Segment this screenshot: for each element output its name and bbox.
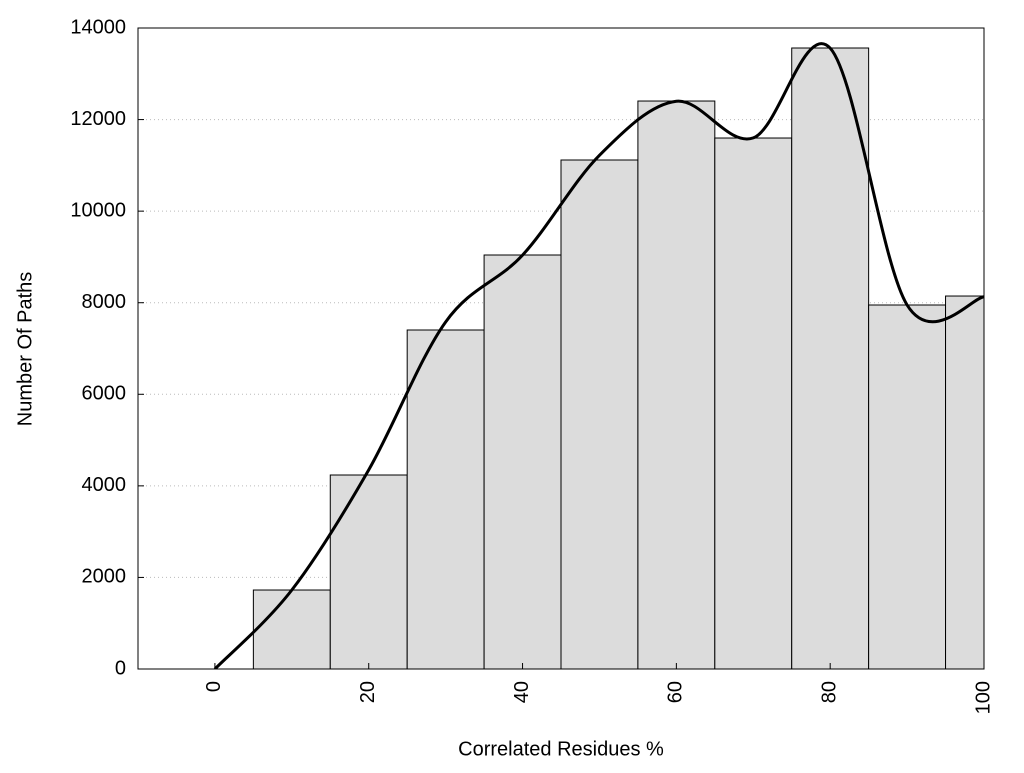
bar [329,474,408,669]
y-tick-label: 0 [115,657,126,679]
y-axis-label: Number Of Paths [14,272,36,427]
bar [637,100,716,669]
plot-frame [137,27,985,670]
bar [868,304,947,669]
x-tick-label: 20 [357,681,379,703]
line [213,42,984,669]
x-tick-label: 80 [818,681,840,703]
y-tick-label: 2000 [82,566,127,588]
bar [560,159,639,669]
bar [945,295,984,669]
y-tick-label: 4000 [82,474,127,496]
x-tick-label: 40 [511,681,533,703]
y-tick-label: 14000 [70,16,126,38]
bar [714,137,793,669]
x-tick-label: 100 [972,681,994,714]
x-axis-label: Correlated Residues % [458,738,664,760]
y-tick-label: 12000 [70,108,126,130]
x-tick-label: 0 [203,681,225,692]
x-tick-label: 60 [665,681,687,703]
plot-area [213,42,984,669]
y-tick-label: 6000 [82,383,127,405]
y-tick-label: 8000 [82,291,127,313]
bar [406,329,485,669]
bar [252,589,331,669]
bar [791,47,870,669]
y-tick-label: 10000 [70,199,126,221]
bar [483,254,562,669]
